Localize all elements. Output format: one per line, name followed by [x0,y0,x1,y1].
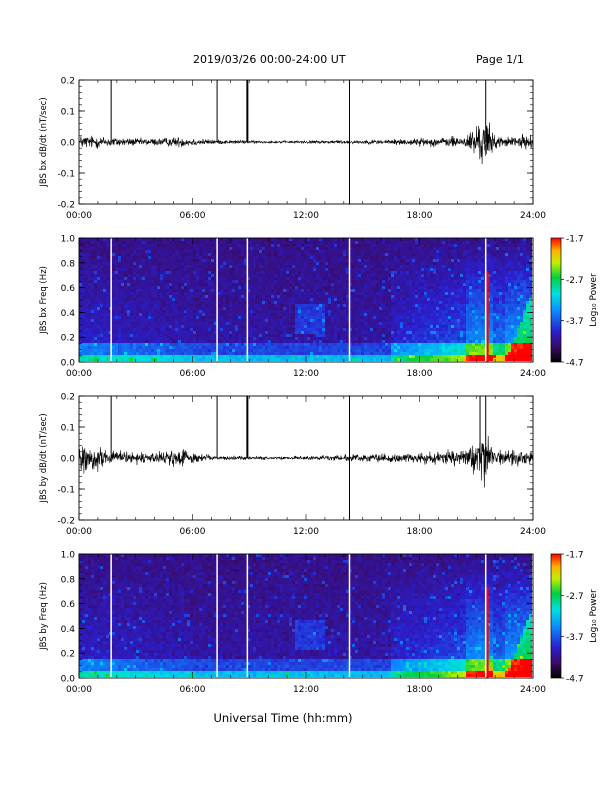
panel-2: -1.7 -2.7 -3.7 -4.7 Log₁₀ Power 1.0 0.8 0.6 0.4 0… [39,235,599,380]
y-tick-label: 0.4 [61,309,76,319]
y-tick-label: 0.0 [61,675,76,685]
spectrogram-image [79,554,532,677]
dbdt-series-line [78,122,534,165]
page-number: Page 1/1 [476,53,524,66]
x-tick-label: 06:00 [180,527,206,537]
y-tick-label: 0.6 [61,600,76,610]
y-axis-title: JBS bx Freq (Hz) [39,266,49,335]
y-tick-label: -0.1 [57,170,75,180]
x-tick-label: 12:00 [293,369,319,379]
colorbar-tick-label: -4.7 [566,359,584,369]
y-tick-label: 0.4 [61,625,76,635]
x-tick-label: 06:00 [180,369,206,379]
x-tick-label: 24:00 [520,211,546,221]
colorbar-tick-label: -2.7 [566,592,584,602]
panel-1: 0.2 0.1 0.0 -0.1 -0.200:00 06:00 12:00 18:00 24:… [39,77,546,222]
colorbar-tick-label: -3.7 [566,317,584,327]
x-tick-label: 00:00 [66,527,92,537]
x-tick-label: 18:00 [407,685,433,695]
y-tick-label: 0.8 [61,259,76,269]
page-title: 2019/03/26 00:00-24:00 UT [193,53,346,66]
x-tick-label: 00:00 [66,685,92,695]
y-tick-label: -0.1 [57,486,75,496]
y-tick-label: 0.0 [61,455,76,465]
y-tick-label: 0.1 [61,424,75,434]
colorbar-tick-label: -4.7 [566,675,584,685]
x-tick-label: 06:00 [180,685,206,695]
y-tick-label: 0.2 [61,393,75,403]
x-tick-label: 18:00 [407,211,433,221]
x-tick-label: 24:00 [520,685,546,695]
colorbar-label: Log₁₀ Power [589,273,599,327]
spectrogram-image [79,238,532,361]
x-tick-label: 12:00 [293,211,319,221]
x-tick-label: 06:00 [180,211,206,221]
colorbar [550,237,562,363]
y-tick-label: 0.2 [61,334,75,344]
y-tick-label: 0.0 [61,359,76,369]
y-tick-label: 0.6 [61,284,76,294]
colorbar-label: Log₁₀ Power [589,589,599,643]
y-tick-label: 0.8 [61,575,76,585]
y-tick-label: 0.0 [61,139,76,149]
y-tick-label: 0.2 [61,650,75,660]
y-tick-label: 0.1 [61,108,75,118]
x-tick-label: 12:00 [293,685,319,695]
x-axis-title: Universal Time (hh:mm) [213,711,352,725]
x-tick-label: 18:00 [407,527,433,537]
panel-3: 0.2 0.1 0.0 -0.1 -0.200:00 06:00 12:00 18:00 24:… [39,393,546,538]
x-tick-label: 12:00 [293,527,319,537]
colorbar-tick-label: -3.7 [566,633,584,643]
y-tick-label: -0.2 [57,517,75,527]
y-tick-label: -0.2 [57,201,75,211]
colorbar-tick-label: -1.7 [566,551,584,561]
x-tick-label: 00:00 [66,369,92,379]
panel-4: -1.7 -2.7 -3.7 -4.7 Log₁₀ Power 1.0 0.8 0.6 0.4 0… [39,551,599,696]
colorbar-tick-label: -2.7 [566,276,584,286]
x-tick-label: 24:00 [520,369,546,379]
y-axis-title: JBS by Freq (Hz) [39,582,49,651]
y-tick-label: 0.2 [61,77,75,87]
y-axis-title: JBS by dB/dt (nT/sec) [39,413,49,503]
x-tick-label: 24:00 [520,527,546,537]
x-tick-label: 18:00 [407,369,433,379]
y-axis-title: JBS bx dB/dt (nT/sec) [39,97,49,187]
y-tick-label: 1.0 [61,235,76,245]
colorbar [550,553,562,679]
dbdt-series-line [78,435,534,488]
y-tick-label: 1.0 [61,551,76,561]
x-tick-label: 00:00 [66,211,92,221]
colorbar-tick-label: -1.7 [566,235,584,245]
